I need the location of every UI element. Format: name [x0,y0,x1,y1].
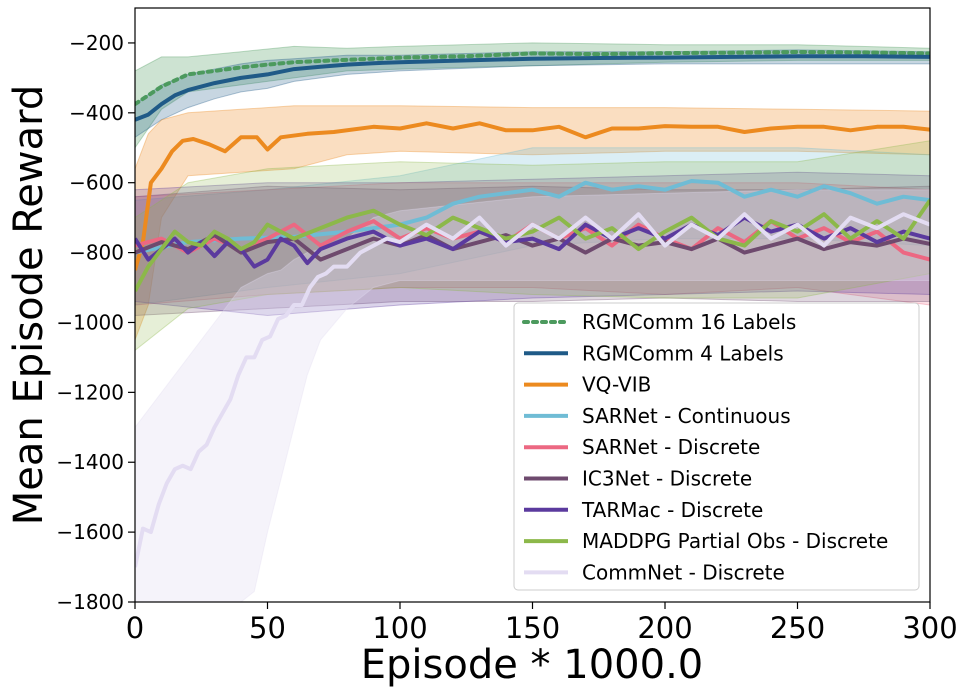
y-tick-label: −600 [69,171,124,195]
y-axis-ticks: −1800 −1600 −1400 −1200 −1000 −800 −600 −400 −20… [56,31,135,614]
y-tick-label: −200 [69,31,124,55]
line-rgmcomm-4-labels [135,54,930,122]
x-axis-label: Episode * 1000.0 [361,642,703,688]
legend-label: RGMComm 16 Labels [582,310,796,334]
x-tick-label: 100 [372,611,427,645]
x-axis-ticks: 0 50 100 150 200 250 300 [126,602,958,645]
y-tick-label: −1800 [56,590,124,614]
x-tick-label: 0 [126,611,144,645]
legend: RGMComm 16 Labels RGMComm 4 Labels VQ-VIB S… [513,302,920,591]
line-ic3net-discrete [135,233,930,262]
legend-label: SARNet - Discrete [582,435,760,459]
y-tick-label: −1000 [56,310,124,334]
line-vq-vib [135,121,930,271]
legend-label: MADDPG Partial Obs - Discrete [582,529,888,553]
x-tick-label: 250 [770,611,825,645]
y-tick-label: −1600 [56,520,124,544]
x-tick-label: 150 [505,611,560,645]
y-tick-label: −400 [69,101,124,125]
legend-label: CommNet - Discrete [582,560,785,584]
line-tarmac-discrete [135,215,930,269]
y-axis-label: Mean Episode Reward [6,85,52,525]
y-tick-label: −1200 [56,380,124,404]
band-ic3net-discrete [135,185,930,317]
legend-label: VQ-VIB [582,373,651,397]
x-tick-label: 50 [249,611,286,645]
legend-label: SARNet - Continuous [582,404,791,428]
line-maddpg-partial-obs-discrete [135,199,930,292]
x-tick-label: 300 [902,611,957,645]
legend-label: TARMac - Discrete [581,498,763,522]
band-rgmcomm-16-labels [135,42,930,149]
line-sarnet-continuous [135,179,930,255]
legend-box [513,302,920,591]
band-commnet-discrete [135,189,930,602]
x-tick-label: 200 [637,611,692,645]
legend-label: IC3Net - Discrete [582,467,752,491]
series-lines [135,50,930,568]
band-rgmcomm-4-labels [135,49,930,138]
line-rgmcomm-16-labels [135,50,930,107]
line-commnet-discrete [135,212,930,568]
y-tick-label: −800 [69,241,124,265]
y-tick-label: −1400 [56,450,124,474]
legend-label: RGMComm 4 Labels [582,341,784,365]
